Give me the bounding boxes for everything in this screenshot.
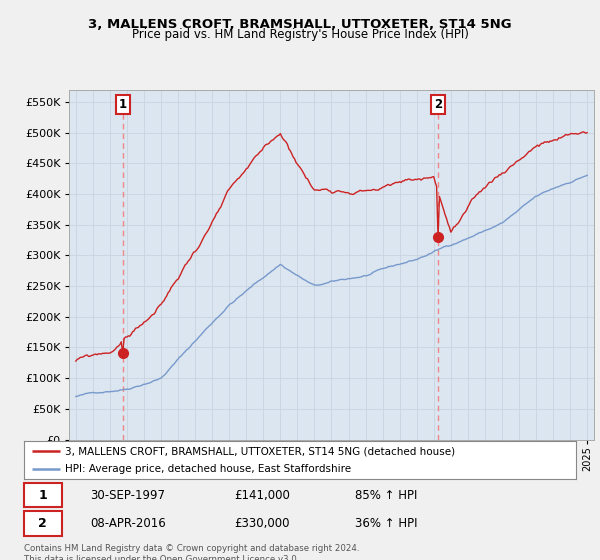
Text: 1: 1 [119,99,127,111]
Text: £141,000: £141,000 [234,488,290,502]
Text: £330,000: £330,000 [234,517,289,530]
Text: 36% ↑ HPI: 36% ↑ HPI [355,517,418,530]
Text: 2: 2 [38,517,47,530]
Text: Price paid vs. HM Land Registry's House Price Index (HPI): Price paid vs. HM Land Registry's House … [131,28,469,41]
Text: 1: 1 [38,488,47,502]
FancyBboxPatch shape [24,511,62,535]
Text: Contains HM Land Registry data © Crown copyright and database right 2024.
This d: Contains HM Land Registry data © Crown c… [24,544,359,560]
Text: 2: 2 [434,99,442,111]
Text: HPI: Average price, detached house, East Staffordshire: HPI: Average price, detached house, East… [65,464,352,474]
FancyBboxPatch shape [24,483,62,507]
Text: 85% ↑ HPI: 85% ↑ HPI [355,488,418,502]
Text: 3, MALLENS CROFT, BRAMSHALL, UTTOXETER, ST14 5NG (detached house): 3, MALLENS CROFT, BRAMSHALL, UTTOXETER, … [65,446,455,456]
Text: 30-SEP-1997: 30-SEP-1997 [90,488,165,502]
Text: 3, MALLENS CROFT, BRAMSHALL, UTTOXETER, ST14 5NG: 3, MALLENS CROFT, BRAMSHALL, UTTOXETER, … [88,18,512,31]
Text: 08-APR-2016: 08-APR-2016 [90,517,166,530]
